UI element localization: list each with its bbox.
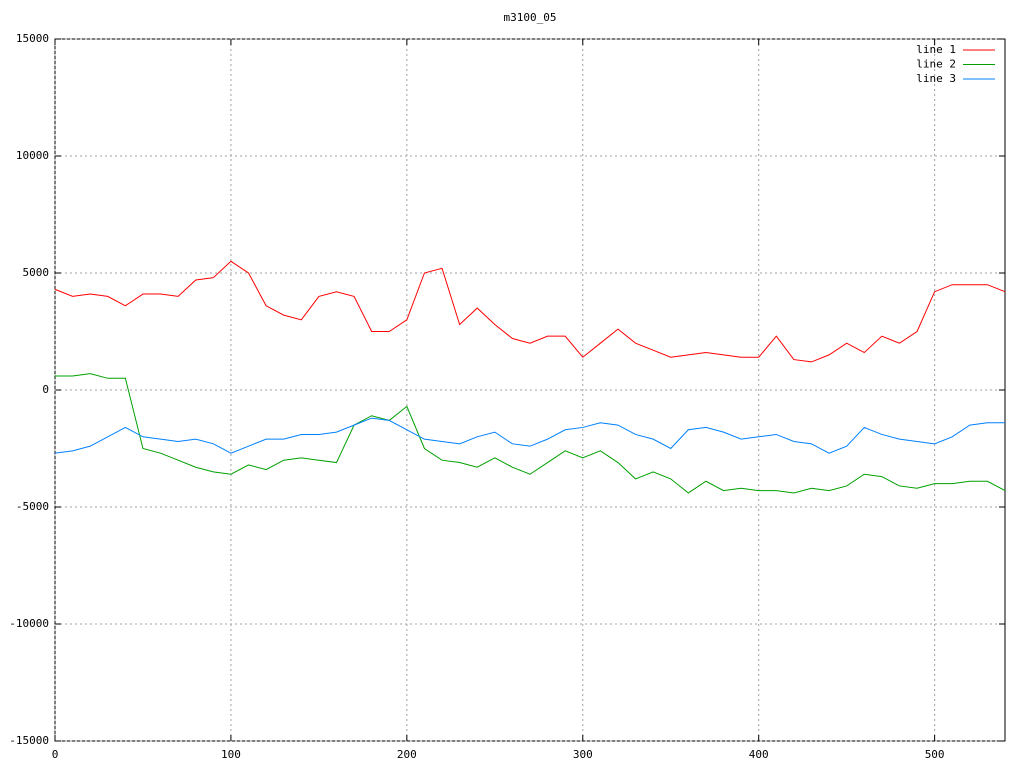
x-tick-label: 500 [925, 748, 945, 761]
y-tick-label: 0 [42, 383, 49, 396]
y-tick-label: -15000 [9, 734, 49, 747]
data-line [54, 417, 1005, 454]
x-tick-label: 200 [397, 748, 417, 761]
data-line [54, 260, 1006, 363]
y-tick-label: 15000 [16, 32, 49, 45]
y-tick-label: 5000 [23, 266, 50, 279]
x-tick-label: 300 [573, 748, 593, 761]
y-tick-label: -10000 [9, 617, 49, 630]
data-line [55, 373, 1006, 494]
legend-label: line 2 [916, 58, 956, 71]
y-tick-label: 10000 [16, 149, 49, 162]
x-tick-label: 400 [749, 748, 769, 761]
y-tick-label: -5000 [16, 500, 49, 513]
legend-label: line 3 [916, 72, 956, 85]
x-tick-label: 0 [52, 748, 59, 761]
x-tick-label: 100 [221, 748, 241, 761]
legend-label: line 1 [916, 43, 956, 56]
chart-title: m3100_05 [504, 11, 557, 24]
